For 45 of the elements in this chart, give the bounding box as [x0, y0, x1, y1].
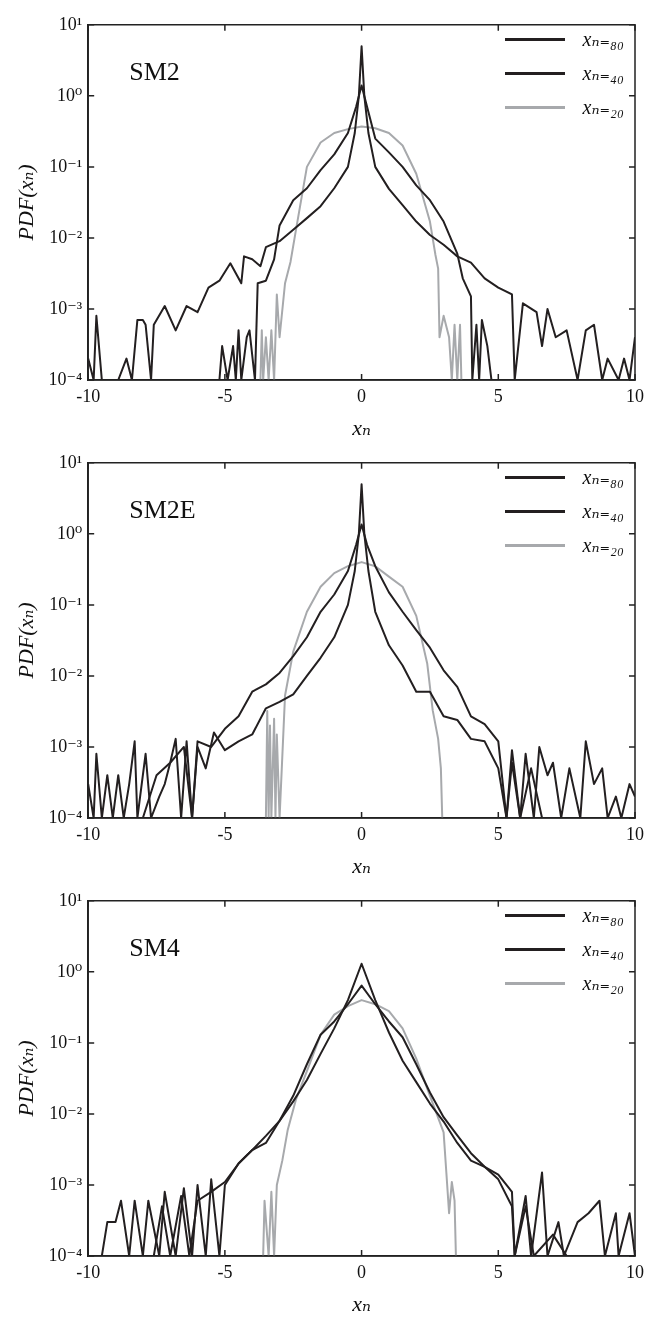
- y-tick-label: 10⁻³: [49, 297, 83, 318]
- y-tick-label: 10⁻¹: [49, 155, 83, 176]
- y-axis-title: PDF(xₙ): [12, 602, 38, 680]
- y-tick-label: 10¹: [58, 889, 83, 910]
- legend-label: xₙ₌₂₀: [582, 971, 624, 995]
- x-axis-title: xₙ: [351, 852, 371, 878]
- legend-label: xₙ₌₈₀: [582, 903, 624, 927]
- y-axis-title: PDF(xₙ): [12, 1040, 38, 1118]
- y-tick-label: 10⁰: [56, 960, 83, 981]
- annotation: SM4: [129, 933, 180, 963]
- y-tick-label: 10⁻³: [49, 735, 83, 756]
- legend-label: xₙ₌₂₀: [582, 95, 624, 119]
- y-tick-label: 10⁻²: [49, 226, 83, 247]
- y-tick-label: 10¹: [58, 451, 83, 472]
- legend-label: xₙ₌₄₀: [582, 499, 624, 523]
- y-tick-label: 10⁻³: [49, 1173, 83, 1194]
- x-tick-label: 0: [357, 1261, 367, 1282]
- y-tick-label: 10⁰: [56, 522, 83, 543]
- y-tick-label: 10⁻²: [49, 664, 83, 685]
- legend-label: xₙ₌₈₀: [582, 27, 624, 51]
- y-tick-label: 10⁻¹: [49, 593, 83, 614]
- legend-label: xₙ₌₄₀: [582, 937, 624, 961]
- x-tick-label: 10: [626, 823, 644, 844]
- x-tick-label: 10: [626, 1261, 644, 1282]
- x-tick-label: 5: [493, 823, 503, 844]
- y-tick-label: 10⁻²: [49, 1102, 83, 1123]
- x-tick-label: -5: [217, 823, 233, 844]
- x-axis-title: xₙ: [351, 414, 371, 440]
- x-tick-label: 5: [493, 385, 503, 406]
- legend-label: xₙ₌₂₀: [582, 533, 624, 557]
- y-tick-label: 10⁻¹: [49, 1031, 83, 1052]
- y-axis-title: PDF(xₙ): [12, 164, 38, 242]
- annotation: SM2E: [129, 495, 196, 525]
- x-tick-label: 0: [357, 823, 367, 844]
- legend-label: xₙ₌₄₀: [582, 61, 624, 85]
- x-tick-label: 10: [626, 385, 644, 406]
- legend-label: xₙ₌₈₀: [582, 465, 624, 489]
- x-tick-label: -5: [217, 385, 233, 406]
- x-tick-label: 0: [357, 385, 367, 406]
- x-tick-label: 5: [493, 1261, 503, 1282]
- x-axis-title: xₙ: [351, 1290, 371, 1316]
- y-tick-label: 10⁰: [56, 84, 83, 105]
- x-tick-label: -5: [217, 1261, 233, 1282]
- annotation: SM2: [129, 57, 180, 87]
- y-tick-label: 10¹: [58, 13, 83, 34]
